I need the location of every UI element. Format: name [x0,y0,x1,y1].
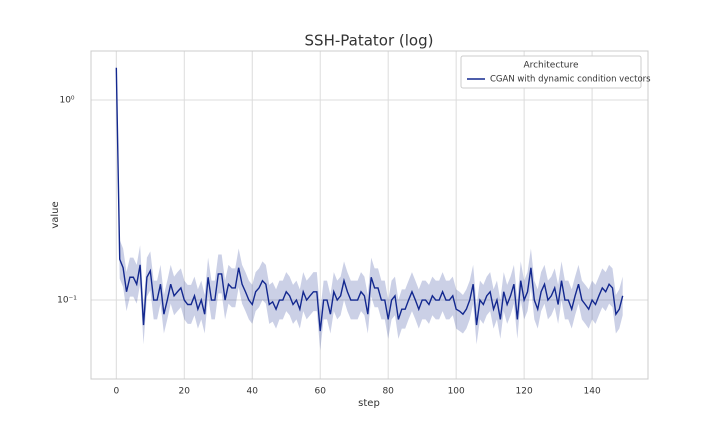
x-tick-label: 100 [448,387,465,397]
confidence-band [116,64,623,351]
x-tick-label: 80 [382,387,394,397]
x-tick-label: 60 [314,387,326,397]
legend-title: Architecture [523,61,579,71]
legend-box [460,55,642,89]
x-axis-label: step [358,398,380,409]
x-tick-label: 0 [113,387,119,397]
x-tick-label: 140 [584,387,601,397]
y-axis-label: value [50,201,61,228]
legend-label: CGAN with dynamic condition vectors [490,75,651,85]
x-tick-label: 120 [516,387,533,397]
y-tick-label: 10⁻¹ [57,296,77,306]
line [115,67,624,332]
x-tick-label: 40 [247,387,259,397]
x-tick-label: 20 [179,387,191,397]
y-tick-label: 10⁰ [59,96,74,106]
plot-frame [90,50,649,380]
chart-title: SSH-Patator (log) [305,32,434,50]
